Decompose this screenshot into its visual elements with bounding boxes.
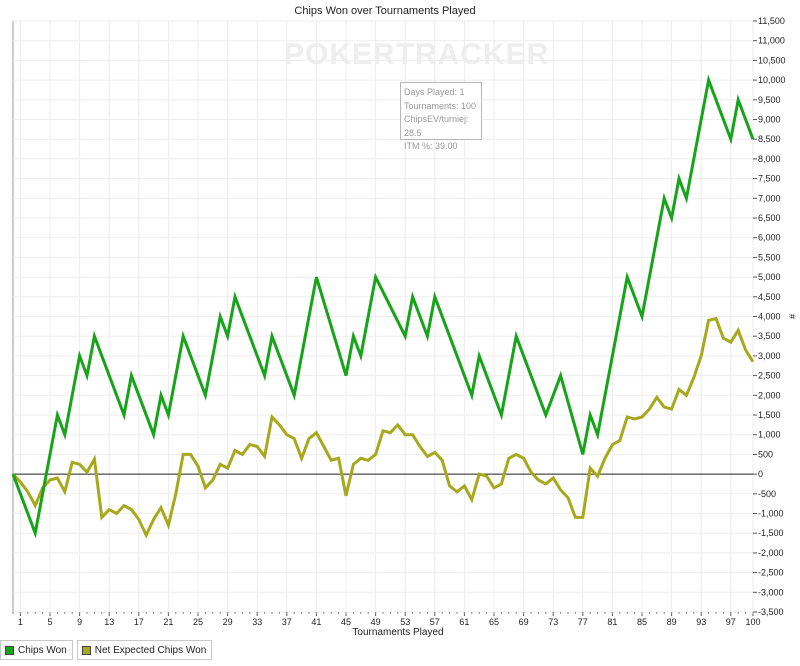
y-tick-label: -500 [758, 489, 776, 499]
y-tick-label: -3,500 [758, 607, 784, 617]
x-tick-label: 69 [519, 617, 529, 627]
x-tick-label: 53 [400, 617, 410, 627]
x-axis-title: Tournaments Played [352, 627, 443, 638]
x-tick-label: 57 [430, 617, 440, 627]
info-days-played: Days Played: 1 [404, 87, 465, 97]
x-tick-label: 5 [47, 617, 52, 627]
y-axis-title: # [787, 314, 797, 319]
x-tick-label: 81 [607, 617, 617, 627]
y-tick-label: 6,000 [758, 233, 781, 243]
y-tick-label: 6,500 [758, 213, 781, 223]
x-tick-label: 97 [726, 617, 736, 627]
grid-lines [12, 20, 754, 613]
y-tick-label: 500 [758, 449, 773, 459]
legend-swatch-net-expected [81, 645, 91, 655]
x-tick-label: 1 [18, 617, 23, 627]
y-tick-label: -3,000 [758, 587, 784, 597]
x-tick-label: 37 [282, 617, 292, 627]
x-tick-label: 65 [489, 617, 499, 627]
x-tick-label: 25 [193, 617, 203, 627]
y-tick-label: 0 [758, 469, 763, 479]
y-tick-label: 1,000 [758, 430, 781, 440]
x-tick-label: 49 [371, 617, 381, 627]
y-tick-label: 2,500 [758, 371, 781, 381]
x-tick-label: 45 [341, 617, 351, 627]
y-tick-label: 1,500 [758, 410, 781, 420]
x-tick-label: 29 [223, 617, 233, 627]
y-tick-label: 5,000 [758, 272, 781, 282]
x-tick-label: 13 [104, 617, 114, 627]
y-tick-label: 7,000 [758, 193, 781, 203]
x-tick-label: 93 [696, 617, 706, 627]
chart-title: Chips Won over Tournaments Played [294, 5, 476, 17]
y-tick-label: 4,500 [758, 292, 781, 302]
x-tick-label: 17 [134, 617, 144, 627]
y-tick-label: 8,500 [758, 134, 781, 144]
x-tick-label: 100 [745, 617, 760, 627]
info-tournaments: Tournaments: 100 [404, 100, 477, 111]
y-tick-label: 9,000 [758, 115, 781, 125]
y-tick-label: 11,500 [758, 16, 785, 26]
info-chips-ev: ChipsEV/turniej: 28.5 [404, 114, 469, 138]
y-tick-label: 9,500 [758, 95, 781, 105]
x-tick-label: 61 [459, 617, 469, 627]
series-line-chips-won [11, 74, 755, 539]
x-tick-label: 85 [637, 617, 647, 627]
legend-item-chips-won[interactable]: Chips Won [0, 640, 73, 660]
x-tick-label: 73 [548, 617, 558, 627]
y-tick-label: -1,000 [758, 509, 784, 519]
y-tick-label: 11,000 [758, 36, 785, 46]
y-tick-label: 8,000 [758, 154, 781, 164]
y-tick-label: 7,500 [758, 174, 781, 184]
series-line-net-expected [11, 316, 755, 539]
axes [12, 20, 757, 616]
y-tick-label: -1,500 [758, 528, 784, 538]
x-tick-label: 41 [311, 617, 321, 627]
legend: Chips Won Net Expected Chips Won [0, 640, 213, 660]
y-tick-label: -2,500 [758, 568, 784, 578]
y-tick-label: 10,000 [758, 75, 786, 85]
y-tick-label: 3,500 [758, 331, 781, 341]
info-itm: ITM %: 39.00 [404, 141, 458, 151]
x-tick-label: 77 [578, 617, 588, 627]
y-tick-label: 3,000 [758, 351, 781, 361]
tick-labels: -3,500 -3,000 -2,500 -2,000 -1,500 -1,000 -500… [18, 16, 797, 638]
y-tick-label: 2,000 [758, 390, 781, 400]
legend-label-chips-won: Chips Won [18, 644, 67, 656]
y-tick-label: 10,500 [758, 55, 786, 65]
series-lines [11, 74, 755, 539]
y-tick-label: 4,000 [758, 312, 781, 322]
y-tick-label: 5,500 [758, 252, 781, 262]
y-tick-label: -2,000 [758, 548, 784, 558]
watermark-logo: POKERTRACKER [284, 38, 549, 72]
info-box: Days Played: 1 Tournaments: 100 ChipsEV/… [400, 82, 482, 151]
x-tick-label: 33 [252, 617, 262, 627]
watermark-text: POKERTRACKER [284, 38, 550, 71]
x-tick-label: 89 [667, 617, 677, 627]
legend-item-net-expected[interactable]: Net Expected Chips Won [76, 640, 213, 660]
x-tick-label: 21 [163, 617, 173, 627]
legend-label-net-expected: Net Expected Chips Won [94, 644, 207, 656]
legend-swatch-chips-won [5, 645, 14, 655]
x-tick-label: 9 [77, 617, 82, 627]
